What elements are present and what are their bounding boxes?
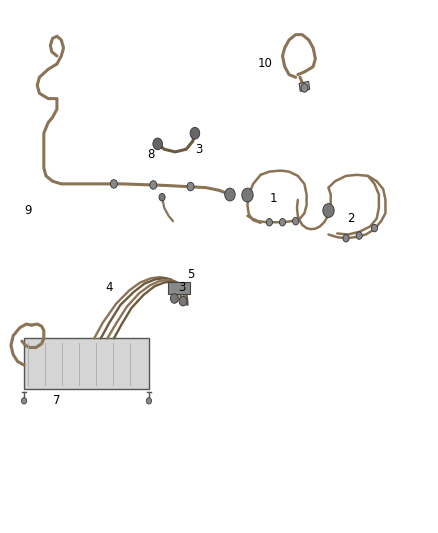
Circle shape <box>242 188 253 202</box>
Text: 1: 1 <box>270 192 278 205</box>
Circle shape <box>343 235 349 242</box>
Circle shape <box>146 398 152 404</box>
Text: 5: 5 <box>187 268 194 281</box>
Circle shape <box>279 219 286 226</box>
Circle shape <box>190 127 200 139</box>
Circle shape <box>21 398 27 404</box>
Circle shape <box>159 193 165 201</box>
Circle shape <box>187 182 194 191</box>
Circle shape <box>153 138 162 150</box>
Circle shape <box>323 204 334 217</box>
Circle shape <box>225 188 235 201</box>
Circle shape <box>293 217 299 225</box>
Text: 9: 9 <box>25 204 32 217</box>
Circle shape <box>170 294 178 303</box>
Text: 2: 2 <box>346 212 354 225</box>
Text: 7: 7 <box>53 394 61 407</box>
Text: 3: 3 <box>196 143 203 156</box>
Circle shape <box>371 224 378 232</box>
Circle shape <box>301 84 308 92</box>
Bar <box>24 338 149 389</box>
Circle shape <box>266 219 272 226</box>
Bar <box>168 282 190 294</box>
Bar <box>299 82 310 91</box>
Circle shape <box>356 232 362 239</box>
Circle shape <box>179 296 187 306</box>
Circle shape <box>110 180 117 188</box>
Text: 8: 8 <box>148 148 155 161</box>
Text: 10: 10 <box>258 58 272 70</box>
Circle shape <box>150 181 157 189</box>
Text: 3: 3 <box>178 281 185 294</box>
Text: 4: 4 <box>106 281 113 294</box>
